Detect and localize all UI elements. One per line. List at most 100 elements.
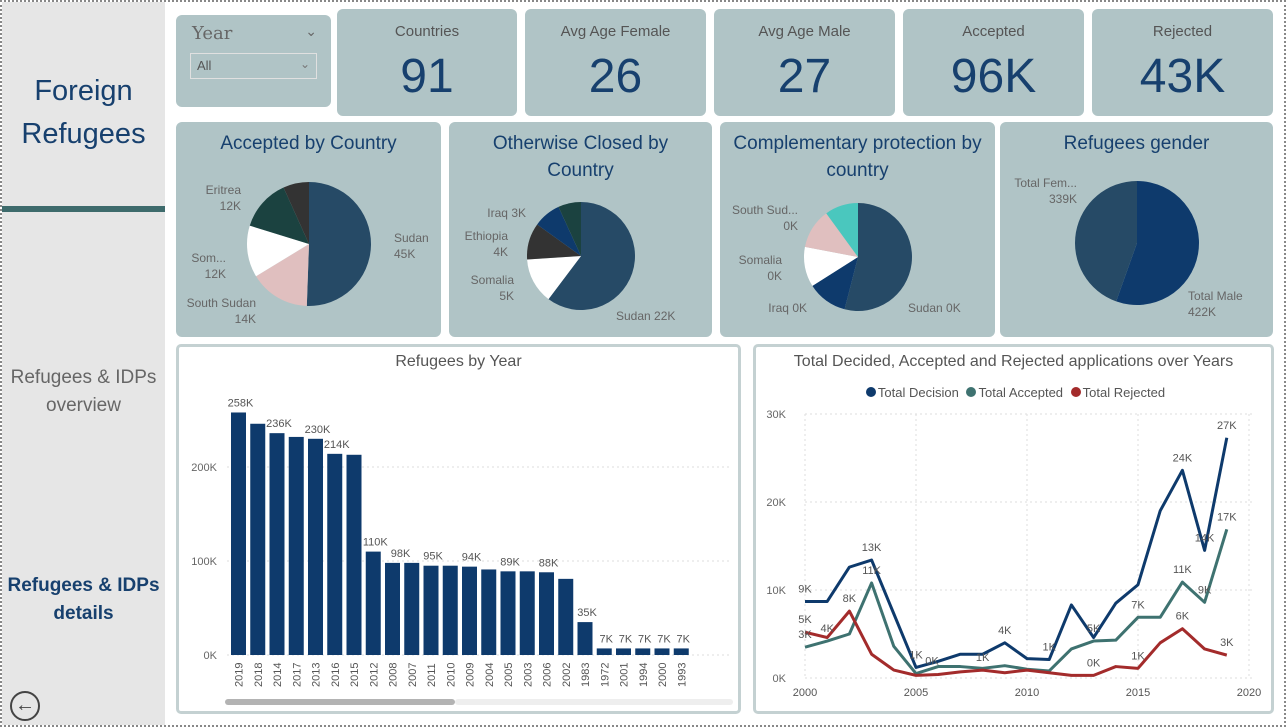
x-tick-label: 1994 [638,663,650,687]
slice-value: 5K [499,289,514,303]
x-tick-label: 2008 [388,663,400,687]
x-tick-label: 2003 [522,663,534,687]
slice-name: South Sud... [731,203,798,217]
bar [481,569,497,655]
x-tick-label: 2019 [234,663,246,687]
pie-slice [527,224,581,260]
data-label: 14K [1195,532,1215,544]
back-arrow-circle-icon[interactable]: ← [10,691,40,721]
bar [596,648,612,655]
data-label: 9K [798,583,812,595]
data-label: 1K [976,652,990,664]
slice-value: 3K [511,206,526,220]
data-label: 95K [423,551,443,563]
kpi-value: 27 [777,50,832,103]
pie-slice [247,225,309,277]
pie-slice [537,206,581,256]
bar [558,578,574,655]
y-tick-label: 100K [191,556,217,568]
data-label: 11K [1173,564,1192,576]
data-label: 17K [1217,511,1237,523]
x-tick-label: 2002 [561,663,573,687]
slice-value: 0K [792,301,807,315]
legend-item[interactable]: Total Rejected [1082,385,1166,400]
slice-name: Sudan [616,309,651,323]
nav-details[interactable]: Refugees & IDPs details [7,575,160,624]
pie-svg [1075,181,1199,305]
scrollbar-thumb [225,699,455,705]
kpi-avg-age-male: Avg Age Male 27 [714,9,895,116]
bar [288,436,304,655]
x-tick-label: 2001 [619,663,631,687]
pie-svg [804,203,912,311]
data-label: 4K [820,623,834,635]
pie-slice [1075,181,1137,302]
kpi-label: Rejected [1152,23,1213,40]
legend-item[interactable]: Total Accepted [978,385,1064,400]
data-label: 3K [1220,637,1234,649]
data-label: 214K [324,439,350,451]
series-line [804,609,1228,677]
x-tick-label: 2007 [407,663,419,687]
data-label: 88K [539,557,559,569]
x-tick-label: 2000 [793,687,817,699]
line-svg: 0K 10K 20K 30K 2000 2005 2010 2015 2020 9K 13K 1K 4K… [766,409,1261,699]
slice-value: 22K [654,309,676,323]
series-line [805,437,1229,669]
x-tick-label: 2012 [368,663,380,687]
x-tick-label: 2004 [484,663,496,687]
bar [269,433,285,655]
y-tick-label: 10K [766,585,786,597]
x-tick-label: 2016 [330,663,342,687]
data-label: 7K [600,633,614,645]
pie-label: Ethiopia 4K [454,228,508,260]
x-tick-label: 2017 [291,663,303,687]
year-dropdown[interactable]: All ⌄ [190,53,317,79]
bar [673,648,689,655]
x-tick-label: 2010 [1015,687,1039,699]
pie-label: Somalia 5K [454,272,514,304]
kpi-value: 26 [588,50,643,103]
bar-svg: 0K 100K 200K 258K 2019 2018 236K 2014 2017 230K 20… [191,397,733,705]
bar [654,648,670,655]
pie-refugees-gender: Refugees gender Total Male 422K Total Fem… [1000,122,1273,337]
data-label: 7K [638,633,652,645]
bar [250,423,266,655]
data-label: 0K [1087,657,1101,669]
title-underline [2,206,165,212]
x-tick-label: 2020 [1237,687,1261,699]
slice-name: Iraq [768,301,789,315]
data-label: 1K [909,649,923,661]
slice-value: 4K [493,245,508,259]
slice-value: 12K [204,267,226,281]
pie-slice [249,187,309,244]
pie-slice [804,213,858,257]
data-label: 27K [1217,420,1237,432]
data-label: 7K [657,633,671,645]
chart-title: Otherwise Closed by Country [492,133,669,181]
x-tick-label: 2015 [1126,687,1150,699]
pie-slice [283,182,309,244]
dropdown-value: All [197,58,212,73]
y-tick-label: 0K [773,673,787,685]
data-label: 236K [266,418,292,430]
y-tick-label: 30K [766,409,786,421]
app-title: Foreign Refugees [21,75,146,150]
data-label: 7K [619,633,633,645]
pie-slice [844,203,912,311]
chevron-down-icon[interactable]: ⌄ [305,23,317,39]
slice-name: Som... [191,251,226,265]
pie-slice [558,202,581,256]
pie-slice [812,257,858,310]
x-tick-label: 2015 [349,663,361,687]
x-tick-label: 1983 [580,663,592,687]
slice-name: Iraq [487,206,508,220]
bar [539,572,554,655]
nav-overview[interactable]: Refugees & IDPs overview [10,367,157,416]
slicer-label: Year [192,23,233,44]
pie-slice [256,244,309,306]
pie-label: Somalia 0K [725,252,782,284]
pie-label: Eritrea 12K [186,182,241,214]
legend-item[interactable]: Total Decision [877,385,959,400]
kpi-accepted: Accepted 96K [903,9,1084,116]
